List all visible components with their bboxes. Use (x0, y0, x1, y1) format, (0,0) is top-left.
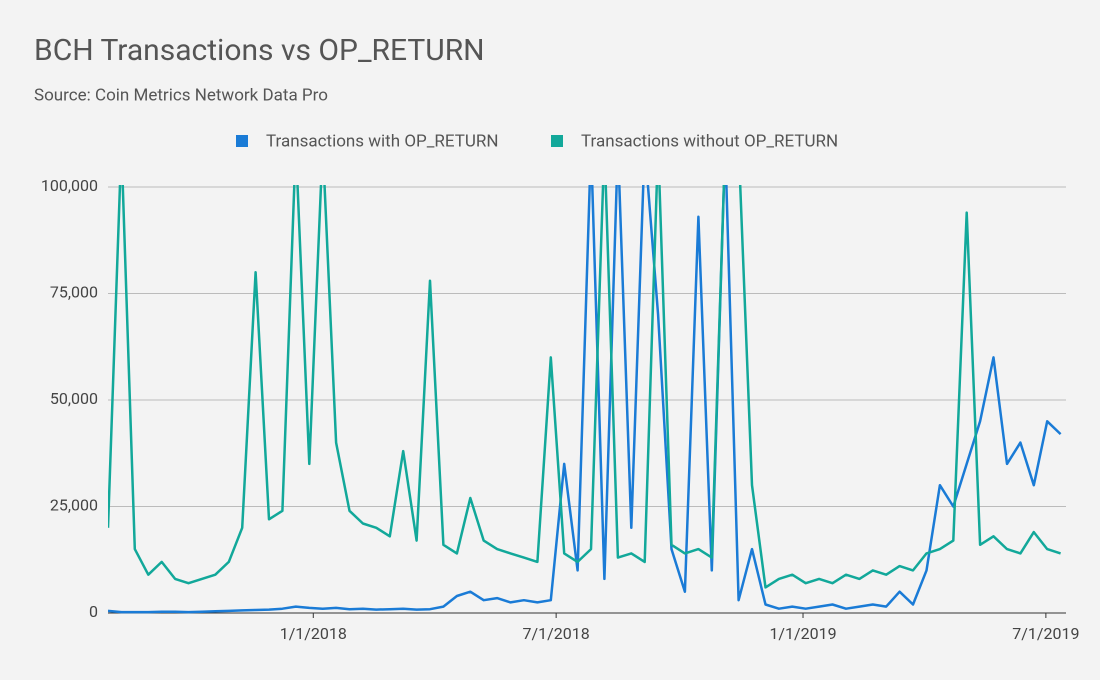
legend-label: Transactions with OP_RETURN (266, 131, 499, 151)
x-tick-label: 7/1/2018 (523, 624, 590, 643)
plot-area (108, 185, 1062, 614)
x-tick-label: 1/1/2019 (769, 624, 836, 643)
legend-swatch (551, 135, 563, 147)
chart-subtitle: Source: Coin Metrics Network Data Pro (34, 85, 328, 105)
series-line (108, 185, 1062, 614)
y-tick-label: 50,000 (50, 389, 98, 408)
y-tick-label: 25,000 (50, 496, 98, 515)
legend-swatch (236, 135, 248, 147)
grid: 0 25,000 50,000 75,000 100,000 1/1/2018 7/1/20… (41, 176, 1080, 643)
y-tick-label: 100,000 (41, 176, 98, 195)
series-line (108, 185, 1061, 589)
x-tick-label: 7/1/2019 (1012, 624, 1079, 643)
x-tick-label: 1/1/2018 (280, 624, 347, 643)
legend-label: Transactions without OP_RETURN (581, 131, 838, 151)
legend: Transactions with OP_RETURN Transactions … (236, 131, 838, 151)
y-tick-label: 0 (89, 602, 98, 621)
y-tick-label: 75,000 (50, 283, 98, 302)
chart-title: BCH Transactions vs OP_RETURN (34, 33, 485, 68)
